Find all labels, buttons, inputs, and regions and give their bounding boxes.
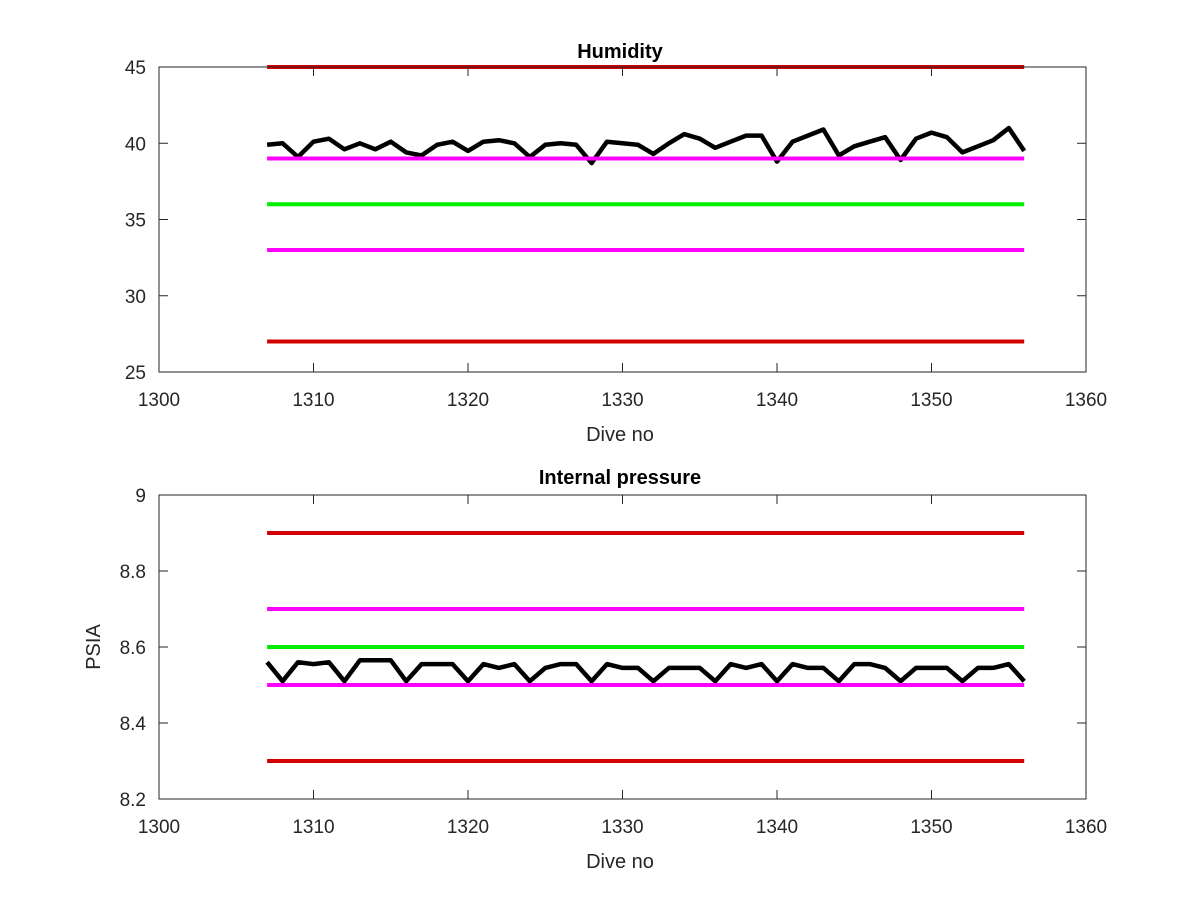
humidity-title: Humidity: [577, 41, 663, 63]
humidity-x-tick-label: 1340: [756, 390, 798, 411]
pressure-x-tick-label: 1340: [756, 817, 798, 838]
pressure-y-tick-label: 8.6: [120, 638, 146, 659]
pressure-xlabel: Dive no: [586, 851, 654, 873]
pressure-plot: Internal pressure 1300 1310 1320 1330 1340 13…: [83, 467, 1107, 873]
pressure-ylabel: PSIA: [83, 624, 105, 670]
pressure-series: [265, 531, 1026, 763]
humidity-x-tick-label: 1300: [138, 390, 180, 411]
humidity-xlabel: Dive no: [586, 424, 654, 446]
pressure-x-ticks: 1300 1310 1320 1330 1340 1350 1360: [138, 495, 1107, 838]
pressure-y-tick-label: 9: [135, 486, 146, 507]
pressure-y-tick-label: 8.2: [120, 790, 146, 811]
pressure-y-tick-label: 8.4: [120, 714, 147, 735]
pressure-series-line-0: [265, 658, 1026, 684]
pressure-x-tick-label: 1320: [447, 817, 489, 838]
pressure-x-tick-label: 1330: [601, 817, 643, 838]
humidity-y-tick-label: 25: [125, 363, 146, 384]
pressure-x-tick-label: 1310: [292, 817, 334, 838]
humidity-plot: Humidity 1300 1310 1320 1330 1340 1350 1360 25…: [125, 41, 1107, 446]
humidity-x-tick-label: 1330: [601, 390, 643, 411]
pressure-x-tick-label: 1300: [138, 817, 180, 838]
pressure-title: Internal pressure: [539, 467, 701, 489]
humidity-y-tick-label: 45: [125, 58, 146, 79]
humidity-x-tick-label: 1350: [910, 390, 952, 411]
humidity-x-tick-label: 1310: [292, 390, 334, 411]
humidity-x-ticks: 1300 1310 1320 1330 1340 1350 1360: [138, 67, 1107, 411]
humidity-x-tick-label: 1320: [447, 390, 489, 411]
humidity-y-tick-label: 35: [125, 211, 146, 232]
pressure-y-ticks: 8.2 8.4 8.6 8.8 9: [120, 486, 1086, 811]
humidity-y-tick-label: 40: [125, 134, 146, 155]
humidity-y-tick-label: 30: [125, 287, 146, 308]
humidity-x-tick-label: 1360: [1065, 390, 1107, 411]
humidity-series-line-0: [266, 125, 1027, 166]
pressure-x-tick-label: 1350: [910, 817, 952, 838]
pressure-x-tick-label: 1360: [1065, 817, 1107, 838]
pressure-y-tick-label: 8.8: [120, 562, 146, 583]
humidity-y-ticks: 25 30 35 40 45: [125, 58, 1086, 384]
